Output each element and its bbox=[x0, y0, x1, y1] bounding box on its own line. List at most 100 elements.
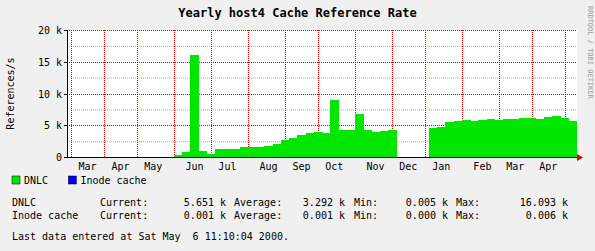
bar bbox=[437, 127, 446, 157]
bar bbox=[478, 120, 487, 157]
bar bbox=[528, 118, 537, 157]
month-grid bbox=[425, 30, 426, 157]
bar bbox=[232, 149, 241, 150]
legend-swatch bbox=[12, 176, 20, 184]
bar bbox=[347, 130, 356, 157]
bar bbox=[561, 118, 570, 157]
y-tick-label: 5 k bbox=[44, 120, 62, 131]
bar bbox=[108, 157, 117, 158]
stats-value: 0.001 k bbox=[303, 210, 345, 221]
minor-grid bbox=[67, 109, 577, 110]
bar bbox=[125, 157, 134, 158]
bar bbox=[157, 157, 166, 158]
bar bbox=[223, 149, 232, 157]
bar bbox=[347, 129, 356, 130]
bar bbox=[108, 157, 117, 158]
bar bbox=[116, 157, 125, 158]
stats-label: Average: bbox=[234, 210, 282, 221]
bar bbox=[536, 119, 545, 157]
bar bbox=[470, 120, 479, 121]
bar bbox=[380, 130, 389, 131]
bar bbox=[396, 157, 405, 158]
bar bbox=[363, 130, 372, 131]
stats-row-name: DNLC bbox=[12, 197, 36, 208]
bar bbox=[166, 157, 175, 158]
bar bbox=[314, 132, 323, 157]
series bbox=[174, 55, 577, 157]
x-tick-label: Mar bbox=[506, 161, 524, 172]
bar bbox=[552, 116, 561, 157]
month-grid bbox=[71, 30, 72, 157]
axis-arrow bbox=[577, 154, 583, 161]
legend-label: DNLC bbox=[24, 175, 48, 186]
x-tick-label: Aug bbox=[260, 161, 278, 172]
bar bbox=[552, 116, 561, 117]
x-tick-label: Dec bbox=[399, 161, 417, 172]
bar bbox=[67, 157, 76, 158]
watermark: RRDTOOL / TOBI OETIKER bbox=[586, 6, 594, 100]
stats-value: 0.006 k bbox=[526, 210, 568, 221]
bar bbox=[92, 157, 101, 158]
stats-value: 0.000 k bbox=[406, 210, 448, 221]
stats-value: 0.001 k bbox=[184, 210, 226, 221]
bar bbox=[478, 119, 487, 120]
stats-label: Max: bbox=[456, 197, 480, 208]
bar bbox=[92, 157, 101, 158]
y-tick-label: 15 k bbox=[38, 57, 62, 68]
bar bbox=[149, 157, 158, 158]
bar bbox=[569, 121, 577, 122]
bar bbox=[83, 157, 92, 158]
bar bbox=[371, 132, 380, 157]
bar bbox=[207, 154, 216, 157]
bar bbox=[190, 55, 199, 157]
x-axis bbox=[67, 157, 577, 158]
bar bbox=[445, 122, 454, 157]
bar bbox=[174, 155, 183, 157]
bar bbox=[396, 157, 405, 158]
bar bbox=[281, 140, 290, 157]
grid-line bbox=[67, 30, 577, 31]
bar bbox=[248, 147, 257, 157]
bar bbox=[240, 147, 249, 157]
bar bbox=[388, 130, 397, 157]
bar bbox=[429, 128, 438, 157]
grid bbox=[67, 30, 577, 158]
plot-area bbox=[67, 30, 577, 157]
y-axis bbox=[67, 30, 68, 157]
series bbox=[174, 55, 577, 155]
stats-label: Current: bbox=[100, 197, 148, 208]
bar bbox=[67, 157, 76, 158]
bar bbox=[83, 157, 92, 158]
bar bbox=[322, 133, 331, 157]
legend-label: Inode cache bbox=[80, 175, 146, 186]
footer: Last data entered at Sat May 6 11:10:04 … bbox=[12, 231, 289, 242]
stats-label: Min: bbox=[354, 210, 378, 221]
bar bbox=[256, 147, 265, 157]
chart: Yearly host4 Cache Reference RateRRDTOOL… bbox=[0, 0, 595, 251]
bar bbox=[511, 119, 520, 157]
bar bbox=[561, 117, 570, 118]
bar bbox=[232, 149, 241, 157]
minor-grid bbox=[67, 46, 577, 47]
bar bbox=[569, 121, 577, 157]
bar bbox=[223, 148, 232, 149]
bar bbox=[437, 126, 446, 127]
stats-value: 5.651 k bbox=[184, 197, 226, 208]
y-tick-label: 10 k bbox=[38, 89, 62, 100]
x-tick-label: Apr bbox=[539, 161, 557, 172]
bar bbox=[519, 118, 528, 119]
bar bbox=[297, 135, 306, 157]
month-grid bbox=[174, 30, 175, 157]
bar bbox=[264, 146, 273, 147]
y-tick bbox=[64, 94, 67, 95]
month-grid bbox=[104, 30, 105, 157]
bar bbox=[273, 144, 282, 157]
bar bbox=[528, 117, 537, 118]
bar bbox=[215, 149, 224, 150]
stats-row-name: Inode cache bbox=[12, 210, 78, 221]
bar bbox=[141, 157, 150, 158]
bar bbox=[363, 130, 372, 157]
bar bbox=[511, 118, 520, 119]
bar bbox=[322, 132, 331, 133]
x-tick-label: Jul bbox=[218, 161, 236, 172]
